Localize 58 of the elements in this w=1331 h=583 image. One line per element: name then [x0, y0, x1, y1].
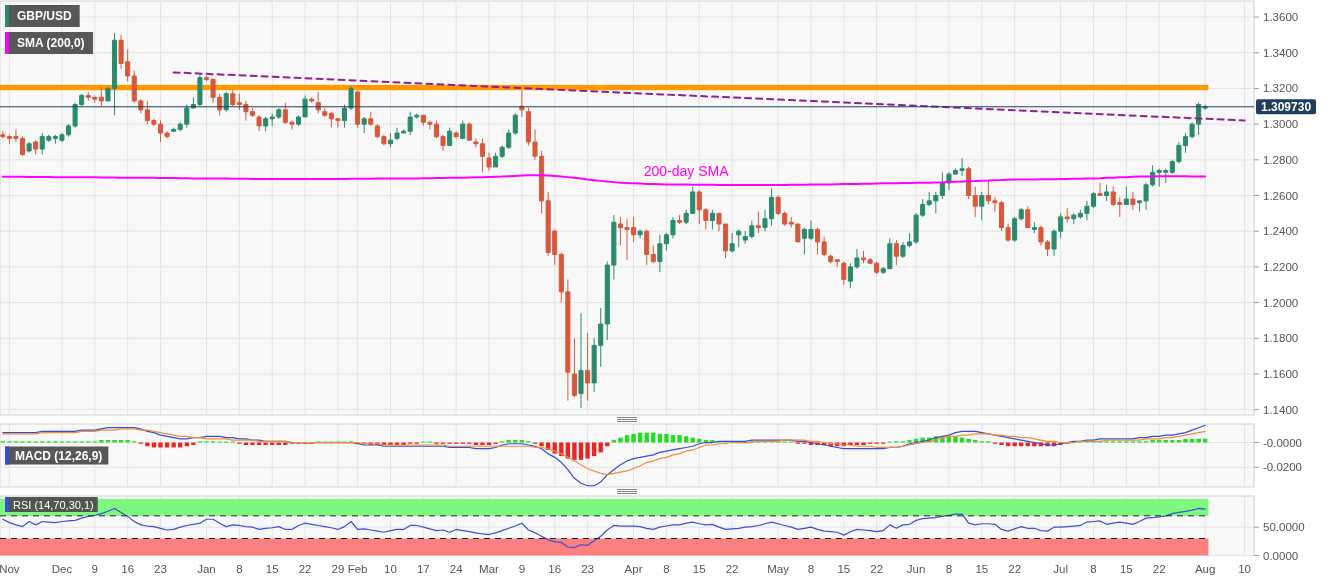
x-tick-label: Dec	[51, 562, 73, 575]
x-tick-label: Aug	[1194, 562, 1216, 575]
x-tick-label: 22	[870, 562, 884, 575]
x-tick-label: 15	[1119, 562, 1133, 575]
y-tick-label: 1.2800	[1263, 153, 1299, 166]
x-tick-label: Feb	[347, 562, 368, 575]
x-tick-label: Jul	[1053, 562, 1068, 575]
y-tick-label: 0.0000	[1263, 549, 1299, 562]
y-tick-label: -0.0000	[1263, 436, 1303, 449]
x-tick-label: 9	[518, 562, 526, 575]
legend-label: RSI (14,70,30,1)	[13, 498, 94, 511]
y-tick-label: 1.2200	[1263, 260, 1299, 273]
y-tick-label: 50.0000	[1263, 521, 1305, 534]
x-tick-label: 8	[663, 562, 670, 575]
legend-label: MACD (12,26,9)	[15, 448, 103, 463]
x-tick-label: 16	[121, 562, 135, 575]
x-tick-label: 8	[807, 562, 815, 575]
y-tick-label: 1.3400	[1263, 46, 1299, 59]
x-tick-label: 23	[581, 562, 594, 575]
x-tick-label: 10	[1238, 562, 1251, 575]
x-tick-label: 29	[331, 562, 345, 575]
legend-label: SMA (200,0)	[17, 36, 85, 50]
y-tick-label: 1.1800	[1263, 332, 1299, 345]
x-tick-label: 9	[91, 562, 99, 575]
x-tick-label: 16	[548, 562, 562, 575]
x-tick-label: 24	[449, 562, 464, 575]
y-tick-label: -0.0200	[1263, 461, 1303, 474]
x-tick-label: 15	[265, 562, 279, 575]
x-tick-label: Nov	[0, 562, 20, 575]
ref-line-label: 1.309730	[1261, 99, 1312, 114]
x-tick-label: 8	[236, 562, 243, 575]
x-tick-label: 8	[1090, 562, 1097, 575]
y-tick-label: 1.1400	[1263, 403, 1299, 416]
x-tick-label: 22	[1008, 562, 1022, 575]
x-tick-label: 10	[384, 562, 397, 575]
x-tick-label: Apr	[624, 562, 643, 575]
y-tick-label: 1.1600	[1263, 367, 1299, 380]
annotation: 200-day SMA	[643, 162, 730, 179]
x-tick-label: 22	[298, 562, 312, 575]
x-tick-label: 15	[692, 562, 706, 575]
legend-label: GBP/USD	[17, 9, 73, 23]
y-tick-label: 1.2400	[1263, 225, 1299, 238]
x-tick-label: 15	[837, 562, 851, 575]
x-tick-label: 22	[1152, 562, 1166, 575]
x-tick-label: Jun	[906, 562, 926, 575]
y-tick-label: 1.2600	[1263, 189, 1299, 202]
x-tick-label: 17	[416, 562, 430, 575]
x-tick-label: 15	[975, 562, 989, 575]
x-tick-label: May	[767, 562, 790, 575]
y-tick-label: 1.2000	[1263, 296, 1299, 309]
y-tick-label: 1.3600	[1263, 11, 1299, 24]
x-tick-label: Jan	[197, 562, 216, 575]
x-tick-label: 23	[154, 562, 167, 575]
y-tick-label: 1.3000	[1263, 118, 1299, 131]
x-tick-label: 8	[945, 562, 953, 575]
x-tick-label: Mar	[479, 562, 500, 575]
x-tick-label: 22	[725, 562, 739, 575]
y-tick-label: 1.3200	[1263, 82, 1299, 95]
